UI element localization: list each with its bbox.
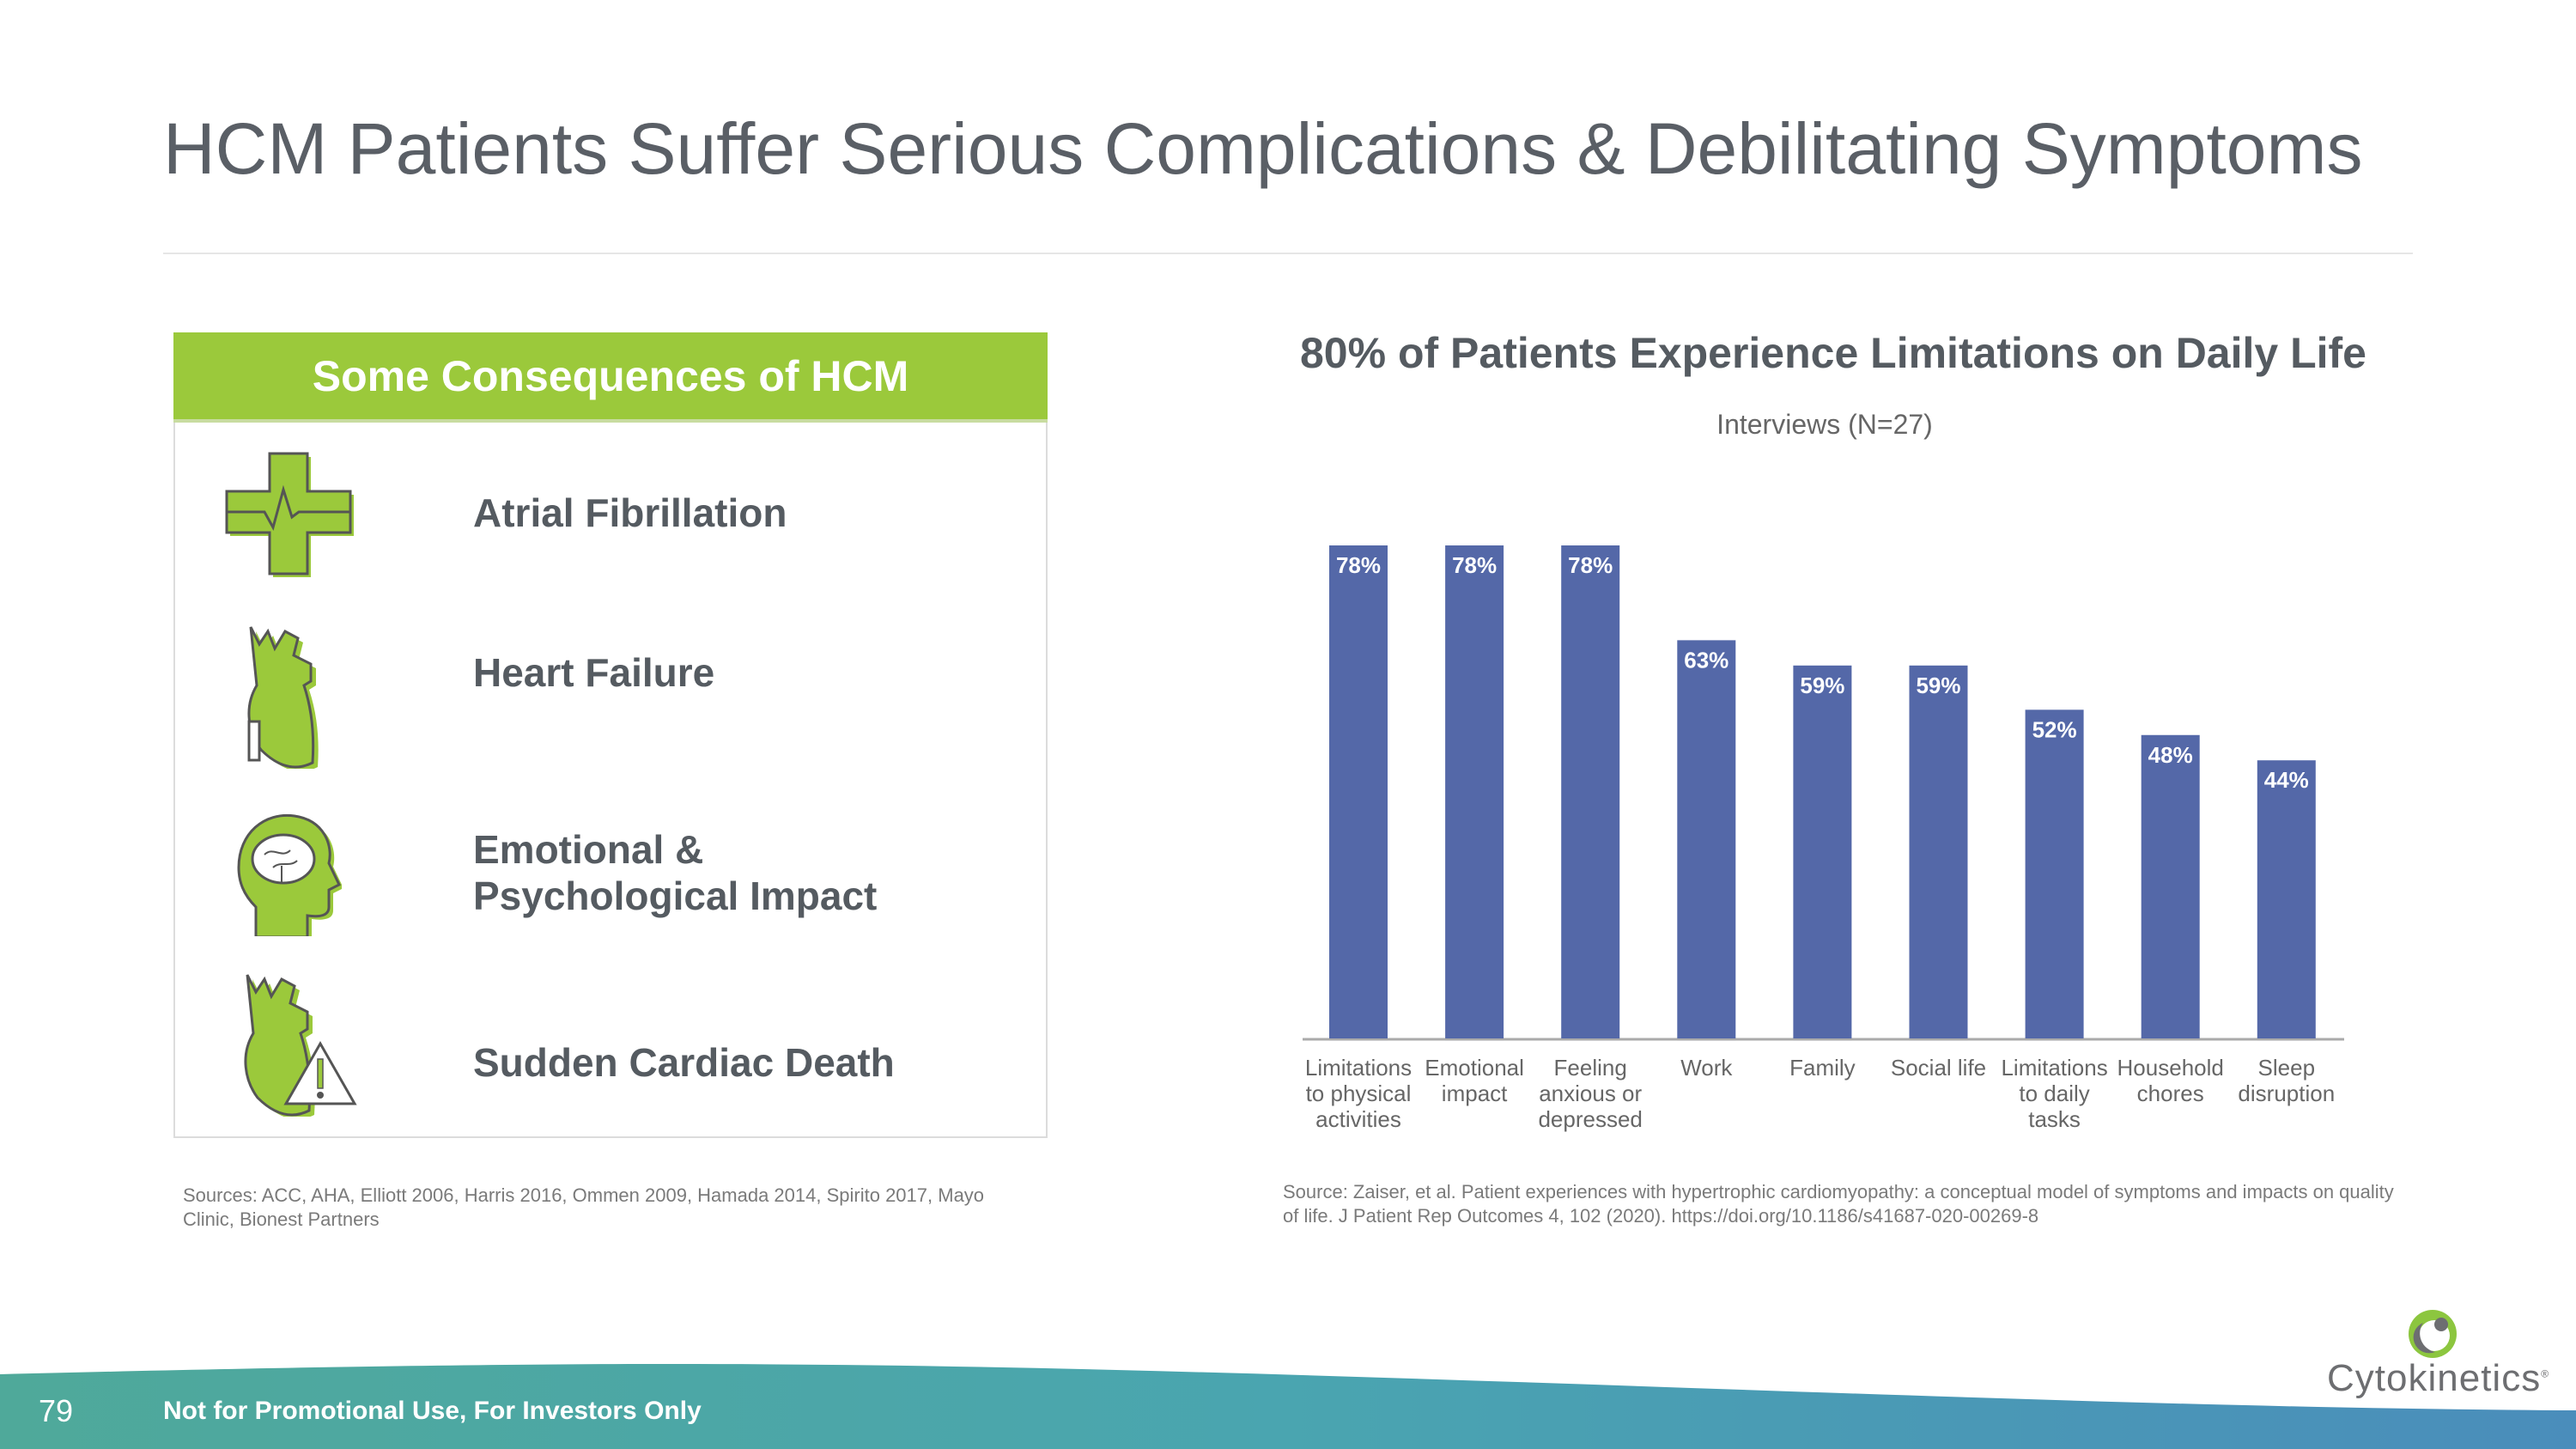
category-label-line: Household: [2117, 1055, 2224, 1081]
sources-right: Source: Zaiser, et al. Patient experienc…: [1283, 1181, 2394, 1227]
category-label: Emotional impact: [1410, 1055, 1539, 1106]
chart-subtitle: Interviews (N=27): [1716, 409, 1933, 440]
category-label-line: depressed: [1538, 1106, 1643, 1132]
consequence-heart-failure: Heart Failure: [473, 650, 715, 695]
bar: [1445, 545, 1504, 1038]
category-label-line: to physical: [1305, 1081, 1412, 1106]
category-label: Work: [1642, 1055, 1771, 1081]
category-label: Family: [1758, 1055, 1886, 1081]
data-label: 48%: [2148, 742, 2193, 768]
data-label: 44%: [2264, 767, 2309, 793]
data-label: 59%: [1916, 673, 1960, 698]
chart-title: 80% of Patients Experience Limitations o…: [1300, 329, 2366, 377]
title-divider: [163, 253, 2413, 254]
category-label: Limitations to physical activities: [1294, 1055, 1423, 1132]
page-title: HCM Patients Suffer Serious Complication…: [163, 108, 2363, 189]
consequence-emotional-impact: Emotional & Psychological Impact: [473, 826, 877, 919]
category-label-line: Work: [1680, 1055, 1733, 1081]
bar: [2257, 760, 2316, 1038]
registered-mark: ®: [2541, 1367, 2550, 1380]
medical-cross-heartbeat-icon: [225, 452, 354, 577]
heart-warning-icon: [244, 974, 357, 1117]
category-label-line: disruption: [2238, 1081, 2336, 1106]
category-label-line: Emotional: [1425, 1055, 1524, 1081]
category-label: Social life: [1874, 1055, 2003, 1081]
data-label: 59%: [1800, 673, 1844, 698]
category-label: Sleep disruption: [2222, 1055, 2351, 1106]
data-label: 78%: [1452, 552, 1497, 578]
category-label-line: Social life: [1890, 1055, 1987, 1081]
footer-disclaimer: Not for Promotional Use, For Investors O…: [163, 1397, 702, 1425]
heart-icon: [247, 626, 319, 769]
data-label: 78%: [1568, 552, 1613, 578]
bar: [1909, 665, 1968, 1038]
data-label: 63%: [1684, 647, 1728, 673]
category-label-line: impact: [1441, 1081, 1508, 1106]
category-label-line: anxious or: [1539, 1081, 1643, 1106]
bar: [1793, 665, 1852, 1038]
consequence-atrial-fibrillation: Atrial Fibrillation: [473, 490, 787, 535]
category-label: Feeling anxious or depressed: [1526, 1055, 1655, 1132]
category-label-line: Limitations: [1304, 1055, 1413, 1081]
cytokinetics-logo-text: Cytokinetics®: [2327, 1357, 2549, 1400]
bar: [1677, 640, 1736, 1038]
head-brain-icon: [237, 813, 342, 936]
page-number: 79: [39, 1393, 74, 1428]
category-label-line: Sleep: [2257, 1055, 2316, 1081]
category-label-line: Limitations: [2001, 1055, 2108, 1081]
bar: [1329, 545, 1388, 1038]
bar: [1561, 545, 1620, 1038]
category-label-line: chores: [2136, 1081, 2204, 1106]
category-label-line: Family: [1789, 1055, 1856, 1081]
category-label: Household chores: [2106, 1055, 2235, 1106]
cytokinetics-logo-mark: [2409, 1310, 2457, 1358]
category-label-line: activities: [1315, 1106, 1401, 1132]
bar: [2025, 709, 2084, 1038]
category-label: Limitations to daily tasks: [1990, 1055, 2119, 1132]
category-label-line: to daily: [2019, 1081, 2090, 1106]
category-label-line: Feeling: [1553, 1055, 1627, 1081]
data-label: 52%: [2032, 716, 2077, 742]
bar: [2141, 734, 2200, 1038]
consequence-sudden-cardiac-death: Sudden Cardiac Death: [473, 1040, 895, 1085]
sources-left: Sources: ACC, AHA, Elliott 2006, Harris …: [183, 1184, 985, 1230]
data-label: 78%: [1336, 552, 1381, 578]
consequence-emotional-line1: Emotional &: [473, 827, 704, 872]
consequence-emotional-line2: Psychological Impact: [473, 874, 878, 918]
category-label-line: tasks: [2028, 1106, 2081, 1132]
consequences-heading: Some Consequences of HCM: [173, 332, 1048, 423]
logo-text: Cytokinetics: [2327, 1357, 2542, 1399]
